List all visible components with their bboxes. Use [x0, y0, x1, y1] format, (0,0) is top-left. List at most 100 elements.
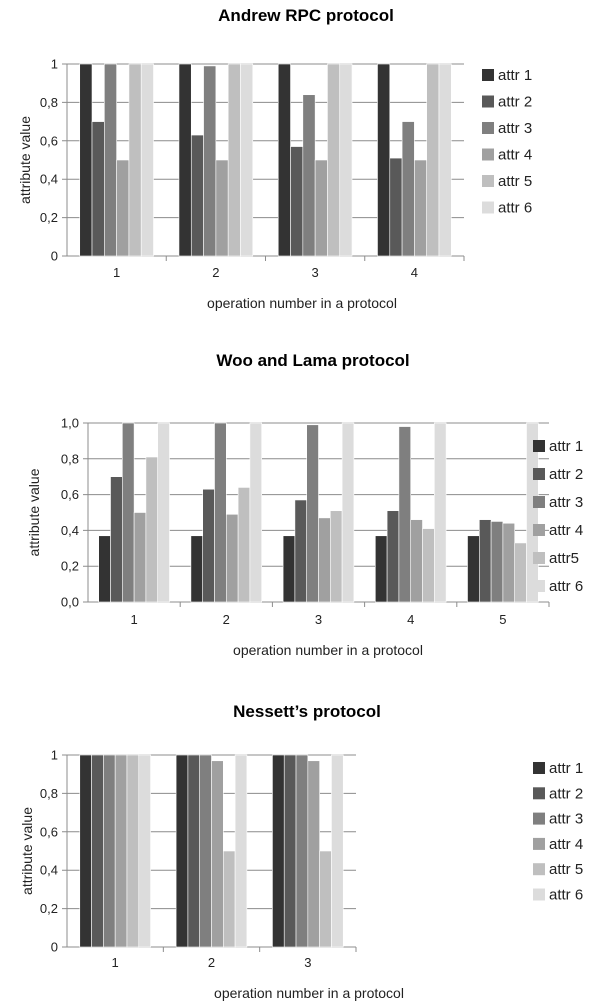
y-axis-label: attribute value [26, 468, 42, 556]
bar-attr-6-op2 [249, 422, 262, 603]
bar-attr-4-op1 [114, 754, 128, 948]
legend-label: attr 3 [498, 120, 532, 137]
x-axis-label: operation number in a protocol [207, 295, 397, 311]
x-tick-label: 2 [208, 955, 215, 970]
y-tick-label: 0,8 [40, 786, 58, 801]
x-tick-label: 3 [315, 612, 322, 627]
bar-attr-4-op2 [226, 513, 239, 603]
bar-attr-6-op3 [341, 422, 355, 603]
y-tick-label: 0,4 [61, 523, 79, 538]
x-tick-label: 3 [304, 955, 311, 970]
bar-attr-2-op3 [294, 499, 307, 603]
chart-2: Woo and Lama protocol 0,0 0,2 0,4 0,6 0,8 1,0 1… [26, 351, 583, 658]
bar-attr-4-op2 [211, 760, 224, 948]
bar-attr-6-op1 [140, 63, 154, 257]
x-tick-label: 1 [130, 612, 137, 627]
bar-attr-3-op2 [214, 422, 227, 603]
bar-attr-3-op3 [302, 94, 316, 257]
legend-label: attr 4 [549, 836, 583, 853]
bar-attr-1-op1 [79, 63, 93, 257]
bar-attr-6-op1 [138, 754, 151, 948]
legend-label: attr 1 [549, 760, 583, 777]
bar-attr-6-op4 [433, 422, 447, 603]
legend-label: attr 5 [498, 173, 532, 190]
x-tick-label: 1 [113, 265, 120, 280]
y-tick-label: 0,6 [40, 133, 58, 148]
y-tick-label: 0,6 [61, 487, 79, 502]
y-tick-label: 1 [51, 748, 58, 763]
y-tick-label: 0,8 [61, 451, 79, 466]
bar-attr-5-op3 [319, 850, 332, 948]
y-tick-label: 0,0 [61, 595, 79, 610]
legend-swatch [482, 175, 494, 187]
bar-attr-1-op2 [190, 535, 203, 603]
bar-attr-4-op3 [318, 517, 331, 603]
bar-attr-4-op2 [215, 159, 229, 257]
bar-attr-2-op2 [187, 754, 200, 948]
x-axis-label: operation number in a protocol [233, 642, 423, 658]
y-tick-label: 0 [51, 940, 58, 955]
bar-attr-1-op4 [377, 63, 391, 257]
bar-attr-3-op4 [401, 121, 415, 257]
legend: attr 1 attr 2 attr 3 attr 4 attr 5 attr 6 [533, 760, 583, 904]
bar-attr-4-op1 [133, 512, 147, 603]
bar-attr-3-op5 [490, 521, 504, 603]
legend-label: attr 5 [549, 861, 583, 878]
x-tick-label: 4 [407, 612, 414, 627]
bar-attr-1-op3 [282, 535, 296, 603]
legend: attr 1 attr 2 attr 3 attr 4 attr5 attr 6 [533, 438, 583, 595]
legend-swatch [533, 440, 545, 452]
bar-attr5-op3 [329, 510, 343, 603]
bar-attr-1-op2 [178, 63, 192, 257]
y-axis-label: attribute value [17, 116, 33, 204]
chart-1: Andrew RPC protocol 0 0,2 0,4 0,6 0,8 1 1 2 3 4 ope… [17, 6, 532, 311]
bar-attr-3-op2 [199, 754, 212, 948]
bar-attr-4-op3 [314, 159, 328, 257]
legend-label: attr 2 [549, 466, 583, 483]
legend-swatch [533, 837, 545, 850]
legend-label: attr 4 [549, 522, 583, 539]
legend-swatch [533, 552, 545, 564]
bar-attr-3-op3 [295, 754, 309, 948]
bar-attr-6-op2 [240, 63, 254, 257]
legend-label: attr 3 [549, 811, 583, 828]
legend-swatch [533, 863, 545, 876]
legend-swatch [533, 812, 545, 825]
bar-attr-6-op3 [339, 63, 353, 257]
bar-attr-4-op4 [414, 159, 427, 257]
legend-swatch [482, 95, 494, 108]
bar-attr5-op5 [514, 542, 527, 603]
bar-attr-5-op3 [327, 63, 341, 257]
bar-attr-2-op4 [386, 510, 400, 603]
bar-attr-3-op2 [203, 65, 217, 257]
bar-attr-2-op1 [110, 476, 123, 603]
bar-attr-5-op2 [227, 63, 241, 257]
bar-attr-6-op5 [526, 422, 539, 603]
bar-attr-2-op5 [478, 519, 492, 603]
y-tick-label: 0,2 [40, 210, 58, 225]
bar-attr-4-op3 [307, 760, 320, 948]
x-tick-label: 5 [499, 612, 506, 627]
y-tick-label: 1 [51, 57, 58, 72]
bar-attr-1-op2 [175, 754, 189, 948]
legend-label: attr 6 [549, 578, 583, 595]
legend-label: attr5 [549, 550, 579, 567]
x-tick-label: 3 [312, 265, 319, 280]
legend-label: attr 3 [549, 494, 583, 511]
legend-swatch [533, 524, 545, 536]
y-tick-label: 0,2 [61, 559, 79, 574]
bar-attr-2-op4 [389, 157, 403, 257]
bar-attr-1-op3 [272, 754, 285, 948]
bar-attr5-op2 [237, 487, 251, 603]
x-tick-label: 2 [223, 612, 230, 627]
bar-attr-2-op2 [190, 134, 204, 257]
bar-attr-3-op4 [398, 426, 411, 603]
bar-attr-6-op1 [157, 422, 170, 603]
legend-label: attr 2 [549, 785, 583, 802]
bar-attr-5-op4 [426, 63, 440, 257]
bar-attr-2-op1 [91, 754, 104, 948]
bar-attr-3-op3 [306, 424, 319, 603]
bar-attr-1-op1 [79, 754, 92, 948]
y-tick-label: 0,4 [40, 863, 58, 878]
x-tick-label: 1 [112, 955, 119, 970]
